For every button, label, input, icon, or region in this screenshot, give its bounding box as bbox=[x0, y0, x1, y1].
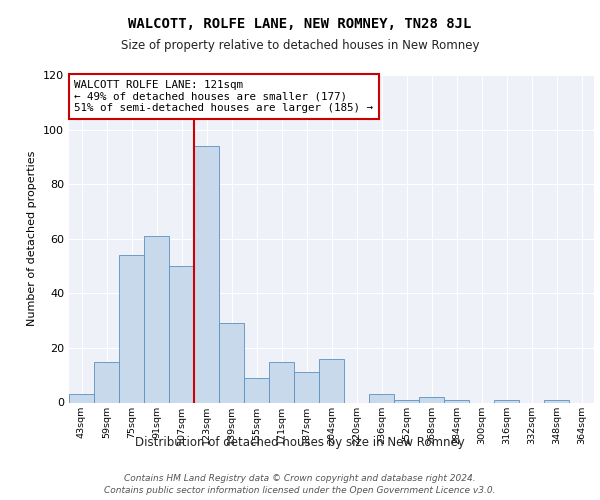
Bar bbox=[319, 359, 344, 403]
Y-axis label: Number of detached properties: Number of detached properties bbox=[28, 151, 37, 326]
Text: Distribution of detached houses by size in New Romney: Distribution of detached houses by size … bbox=[135, 436, 465, 449]
Bar bbox=[94, 362, 119, 403]
Bar bbox=[194, 146, 219, 403]
Bar bbox=[269, 362, 294, 403]
Bar bbox=[69, 394, 94, 402]
Bar bbox=[419, 397, 444, 402]
Text: WALCOTT, ROLFE LANE, NEW ROMNEY, TN28 8JL: WALCOTT, ROLFE LANE, NEW ROMNEY, TN28 8J… bbox=[128, 18, 472, 32]
Bar bbox=[244, 378, 269, 402]
Bar bbox=[494, 400, 519, 402]
Bar bbox=[219, 324, 244, 402]
Bar bbox=[119, 255, 144, 402]
Bar bbox=[144, 236, 169, 402]
Bar bbox=[444, 400, 469, 402]
Text: Size of property relative to detached houses in New Romney: Size of property relative to detached ho… bbox=[121, 39, 479, 52]
Bar bbox=[169, 266, 194, 402]
Text: Contains public sector information licensed under the Open Government Licence v3: Contains public sector information licen… bbox=[104, 486, 496, 495]
Bar bbox=[369, 394, 394, 402]
Text: Contains HM Land Registry data © Crown copyright and database right 2024.: Contains HM Land Registry data © Crown c… bbox=[124, 474, 476, 483]
Bar bbox=[544, 400, 569, 402]
Text: WALCOTT ROLFE LANE: 121sqm
← 49% of detached houses are smaller (177)
51% of sem: WALCOTT ROLFE LANE: 121sqm ← 49% of deta… bbox=[74, 80, 373, 113]
Bar bbox=[394, 400, 419, 402]
Bar bbox=[294, 372, 319, 402]
